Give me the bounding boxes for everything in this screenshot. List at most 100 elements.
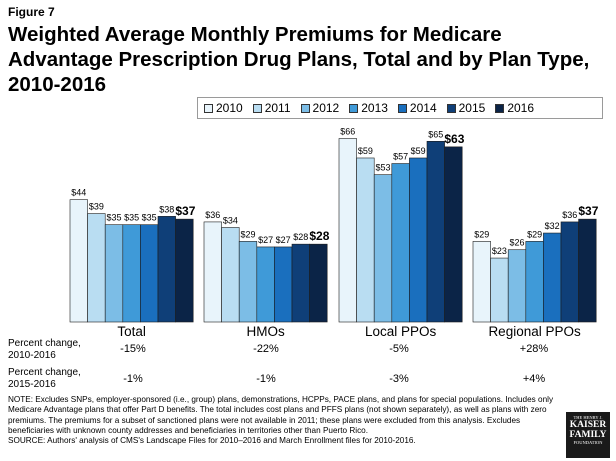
category-label-hmos: HMOs	[246, 324, 284, 339]
data-label-total-2011: $39	[89, 202, 104, 212]
logo-line-3: FAMILY	[569, 430, 607, 440]
chart-title: Weighted Average Monthly Premiums for Me…	[8, 22, 608, 97]
figure-label: Figure 7	[8, 5, 55, 19]
pct-change-label-2015-2016: Percent change, 2015-2016	[8, 367, 81, 391]
pct-label-line: 2010-2016	[8, 350, 56, 361]
bar-regional-ppos-2014	[543, 232, 562, 323]
chart-legend: 2010 2011 2012 2013 2014 2015 2016	[197, 97, 603, 119]
data-label-total-2015: $38	[159, 204, 174, 214]
logo-line-4: FOUNDATION	[573, 440, 603, 445]
data-label-total-2014: $35	[142, 213, 157, 223]
data-label-regional-ppos-2010: $29	[474, 229, 489, 239]
category-label-total: Total	[117, 324, 146, 339]
legend-item-2010: 2010	[204, 101, 243, 115]
title-line-2: Advantage Prescription Drug Plans, Total…	[8, 48, 590, 71]
data-label-regional-ppos-2011: $23	[492, 246, 507, 256]
data-label-total-2012: $35	[106, 213, 121, 223]
legend-swatch-2014	[397, 103, 407, 113]
title-line-3: 2010-2016	[8, 73, 107, 96]
data-label-local-ppos-2014: $59	[411, 146, 426, 156]
legend-swatch-2015	[446, 103, 456, 113]
legend-label-2016: 2016	[507, 101, 535, 115]
pct-2015-2016-regional-ppos: +4%	[522, 373, 546, 385]
logo-line-2: KAISER	[569, 420, 607, 430]
data-label-local-ppos-2015: $65	[428, 129, 443, 139]
pct-2015-2016-hmos: -1%	[256, 373, 276, 385]
legend-item-2015: 2015	[446, 101, 486, 115]
data-label-hmos-2012: $29	[240, 229, 255, 239]
pct-change-label-2010-2016: Percent change, 2010-2016	[8, 338, 81, 362]
pct-2010-2016-local-ppos: -5%	[389, 343, 409, 355]
pct-2010-2016-regional-ppos: +28%	[519, 343, 549, 355]
bar-hmos-2010	[203, 221, 222, 323]
data-label-hmos-2011: $34	[223, 215, 238, 225]
bar-local-ppos-2010	[338, 138, 357, 323]
legend-swatch-2012	[300, 103, 310, 113]
bar-local-ppos-2016	[444, 146, 463, 323]
data-label-hmos-2016: $28	[309, 229, 329, 243]
legend-item-2016: 2016	[495, 101, 534, 115]
bar-regional-ppos-2011	[490, 257, 509, 323]
note-text: NOTE: Excludes SNPs, employer-sponsored …	[8, 395, 554, 435]
data-label-local-ppos-2011: $59	[358, 146, 373, 156]
pct-label-line: 2015-2016	[8, 379, 56, 390]
bar-regional-ppos-2015	[560, 221, 579, 323]
legend-label-2015: 2015	[458, 101, 486, 115]
legend-item-2014: 2014	[397, 101, 437, 115]
pct-2015-2016-local-ppos: -3%	[389, 373, 409, 385]
bar-local-ppos-2011	[356, 157, 375, 323]
data-label-local-ppos-2012: $53	[375, 163, 390, 173]
bar-local-ppos-2015	[426, 141, 445, 323]
data-label-regional-ppos-2015: $36	[562, 210, 577, 220]
pct-2010-2016-total: -15%	[120, 343, 146, 355]
data-label-hmos-2010: $36	[205, 210, 220, 220]
legend-label-2013: 2013	[361, 101, 388, 115]
bar-regional-ppos-2016	[578, 218, 597, 323]
bar-hmos-2016	[309, 243, 328, 323]
bar-regional-ppos-2013	[525, 241, 544, 323]
legend-label-2010: 2010	[216, 101, 243, 115]
data-label-local-ppos-2013: $57	[393, 152, 408, 162]
data-label-regional-ppos-2016: $37	[578, 204, 598, 218]
legend-label-2014: 2014	[409, 101, 437, 115]
bar-local-ppos-2012	[373, 174, 393, 323]
category-label-local-ppos: Local PPOs	[365, 324, 437, 339]
pct-label-line: Percent change,	[8, 338, 81, 349]
data-label-regional-ppos-2012: $26	[509, 238, 524, 248]
data-label-total-2010: $44	[71, 188, 86, 198]
logo-line-1: THE HENRY J.	[573, 415, 603, 420]
bar-total-2014	[140, 224, 159, 323]
bar-hmos-2012	[238, 241, 258, 323]
bar-total-2012	[104, 224, 124, 323]
legend-swatch-2013	[349, 103, 359, 113]
data-label-regional-ppos-2014: $32	[545, 221, 560, 231]
legend-label-2012: 2012	[312, 101, 340, 115]
legend-label-2011: 2011	[264, 101, 291, 115]
legend-swatch-2016	[495, 103, 505, 113]
data-label-hmos-2014: $27	[276, 235, 291, 245]
legend-swatch-2010	[204, 103, 213, 113]
kff-logo: THE HENRY J. KAISER FAMILY FOUNDATION	[566, 412, 610, 458]
bar-local-ppos-2013	[391, 163, 410, 323]
data-label-total-2013: $35	[124, 213, 139, 223]
legend-item-2011: 2011	[252, 101, 291, 115]
bar-regional-ppos-2012	[507, 249, 527, 323]
legend-item-2013: 2013	[349, 101, 388, 115]
source-text: SOURCE: Authors' analysis of CMS's Lands…	[8, 436, 416, 446]
pct-label-line: Percent change,	[8, 367, 81, 378]
bar-regional-ppos-2010	[472, 241, 491, 323]
legend-swatch-2011	[252, 103, 262, 113]
data-label-hmos-2013: $27	[258, 235, 273, 245]
bar-total-2016	[175, 218, 194, 323]
bar-hmos-2013	[256, 246, 275, 323]
bar-hmos-2011	[221, 227, 240, 323]
bar-hmos-2015	[291, 243, 310, 323]
bar-total-2010	[69, 199, 88, 323]
data-label-local-ppos-2010: $66	[340, 127, 355, 137]
bar-total-2011	[87, 213, 106, 323]
pct-2010-2016-hmos: -22%	[253, 343, 279, 355]
bar-local-ppos-2014	[409, 157, 428, 323]
legend-item-2012: 2012	[300, 101, 340, 115]
bar-total-2013	[122, 224, 141, 323]
